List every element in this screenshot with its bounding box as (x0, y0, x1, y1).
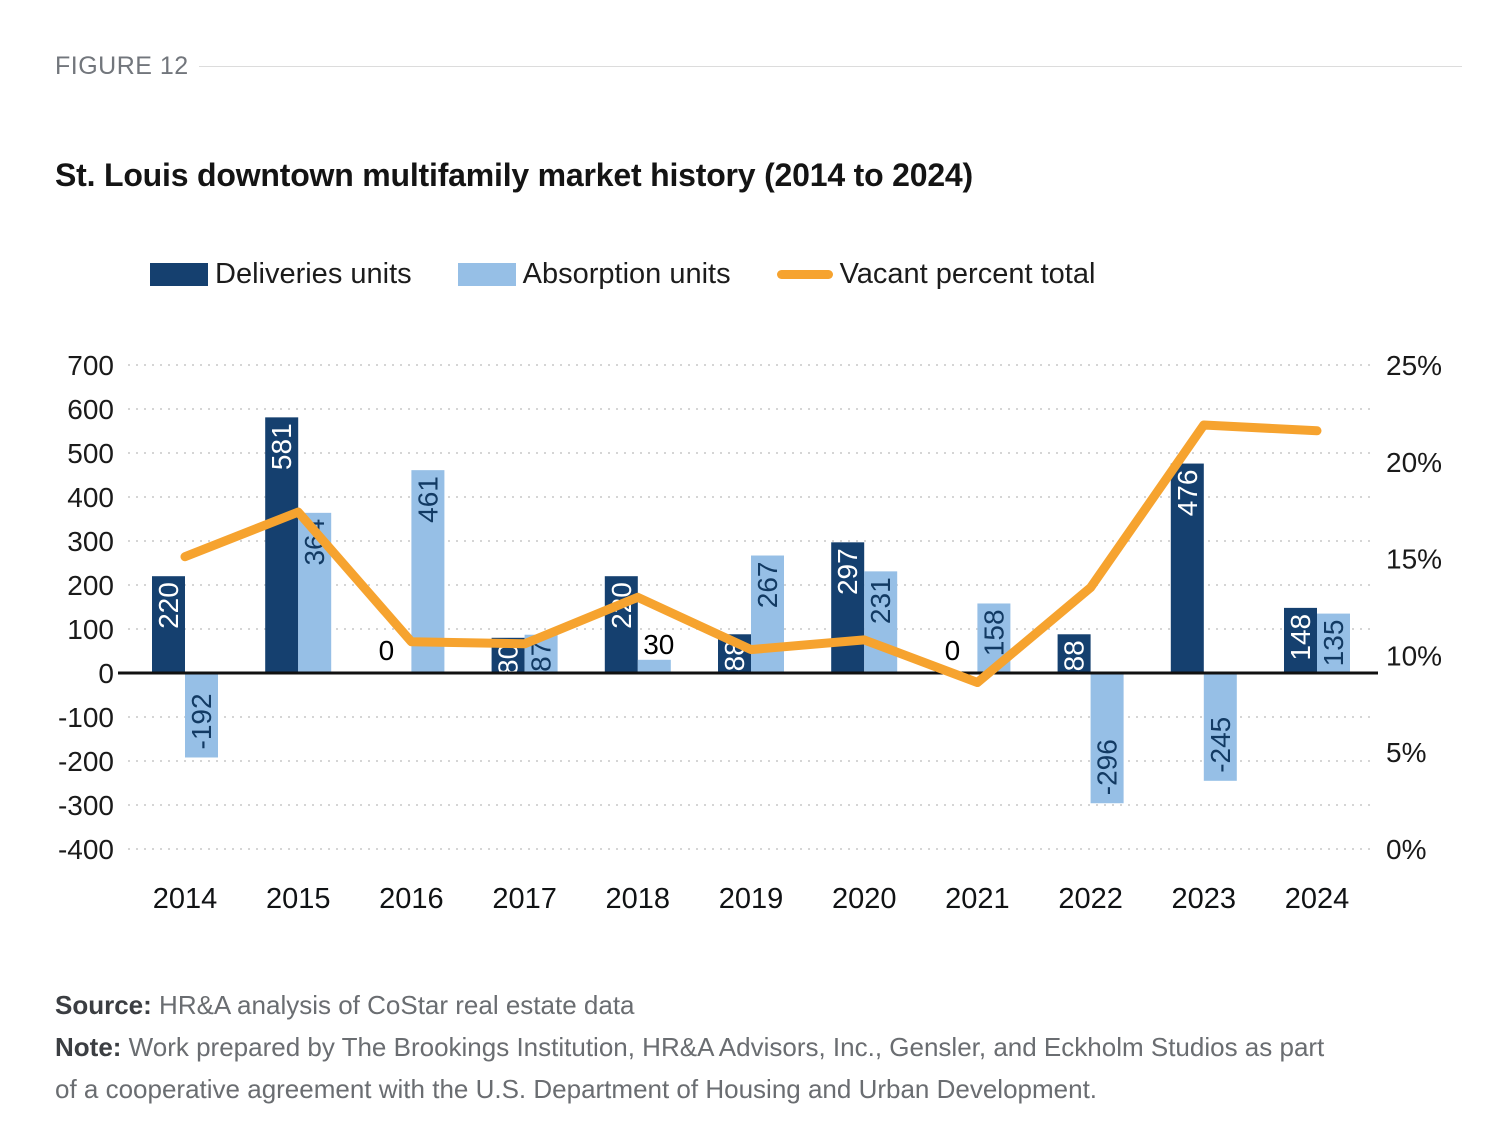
vacancy-line (180, 420, 1322, 687)
bar-absorption-2020 (864, 571, 898, 673)
x-tick-2019: 2019 (719, 883, 784, 915)
source-label: Source: (55, 990, 152, 1020)
bar-absorption-2022 (1090, 673, 1124, 804)
bar-deliveries-2023 (1170, 463, 1204, 673)
left-tick-300: 300 (67, 526, 114, 557)
legend-item-absorption: Absorption units (457, 258, 731, 291)
left-tick--400: -400 (58, 834, 114, 865)
label-deliveries-2022: 88 (1059, 640, 1090, 671)
bar-deliveries-2022 (1057, 634, 1091, 673)
label-deliveries-2017: 80 (493, 644, 524, 675)
label-absorption-2021: 158 (978, 609, 1009, 656)
chart-legend: Deliveries units Absorption units Vacant… (150, 258, 1141, 291)
label-absorption-2019: 267 (752, 562, 783, 609)
label-deliveries-2021: 0 (945, 635, 961, 666)
bar-deliveries-2024 (1284, 607, 1317, 673)
bar-absorption-2023 (1203, 673, 1237, 781)
left-axis-labels: 700 600 500 400 300 200 100 0 -100 -200 -300 -400 (58, 350, 114, 865)
left-tick-400: 400 (67, 482, 114, 513)
bar-deliveries-2018 (604, 576, 638, 673)
label-deliveries-2023: 476 (1172, 470, 1203, 517)
label-deliveries-2016: 0 (379, 635, 395, 666)
deliveries-swatch-icon (150, 263, 208, 286)
right-tick-5: 5% (1386, 737, 1426, 768)
right-tick-10: 10% (1386, 640, 1442, 671)
x-tick-2018: 2018 (606, 883, 671, 915)
label-absorption-2020: 231 (865, 577, 896, 624)
x-tick-2014: 2014 (153, 883, 218, 915)
label-deliveries-2014: 220 (153, 582, 184, 629)
left-tick-600: 600 (67, 394, 114, 425)
label-absorption-2016: 461 (412, 476, 443, 523)
vacancy-line-swatch-icon (776, 270, 833, 279)
x-tick-2015: 2015 (266, 883, 331, 915)
label-absorption-2022: -296 (1092, 739, 1123, 795)
figure-label: FIGURE 12 (55, 52, 189, 80)
legend-item-vacancy: Vacant percent total (776, 258, 1096, 291)
left-tick--100: -100 (58, 702, 114, 733)
bar-absorption-2014 (185, 673, 218, 758)
bar-absorption-2024 (1317, 613, 1350, 673)
page-title: St. Louis downtown multifamily market hi… (55, 157, 973, 194)
x-tick-2021: 2021 (945, 883, 1010, 915)
label-absorption-2014: -192 (186, 693, 217, 749)
note-text-2: of a cooperative agreement with the U.S.… (55, 1074, 1098, 1105)
left-tick--300: -300 (58, 790, 114, 821)
label-deliveries-2015: 581 (266, 423, 297, 470)
note-line: Note: Work prepared by The Brookings Ins… (55, 1026, 1455, 1110)
bar-deliveries-2014 (152, 576, 185, 673)
bars-deliveries (152, 417, 1317, 673)
x-tick-2017: 2017 (492, 883, 557, 915)
label-deliveries-2024: 148 (1285, 614, 1316, 661)
absorption-swatch-icon (457, 263, 516, 286)
x-tick-2022: 2022 (1058, 883, 1123, 915)
legend-label-absorption: Absorption units (522, 258, 731, 290)
bar-deliveries-2015 (265, 417, 299, 673)
source-text: HR&A analysis of CoStar real estate data (151, 990, 635, 1020)
left-tick-700: 700 (67, 350, 114, 381)
bar-deliveries-2020 (831, 542, 865, 673)
label-absorption-2024: 135 (1318, 620, 1349, 667)
right-tick-20: 20% (1386, 447, 1442, 478)
note-text-1: Work prepared by The Brookings Instituti… (121, 1032, 1325, 1063)
right-axis-labels: 25% 20% 15% 10% 5% 0% (1386, 350, 1442, 865)
left-tick-0: 0 (98, 658, 114, 689)
figure-header: FIGURE 12 (55, 52, 1462, 81)
label-absorption-2023: -245 (1205, 717, 1236, 773)
left-tick-100: 100 (67, 614, 114, 645)
note-label: Note: (55, 1032, 122, 1063)
left-tick-200: 200 (67, 570, 114, 601)
right-tick-0: 0% (1386, 834, 1426, 865)
chart-footer: Source: HR&A analysis of CoStar real est… (55, 984, 1455, 1110)
chart-area: 220 581 0 80 220 88 297 0 88 476 148 -192 364 461 87 30… (0, 330, 1500, 930)
x-tick-2023: 2023 (1172, 883, 1237, 915)
legend-item-deliveries: Deliveries units (150, 258, 412, 291)
bar-absorption-2018 (637, 659, 671, 673)
right-tick-25: 25% (1386, 350, 1442, 381)
left-tick--200: -200 (58, 746, 114, 777)
label-absorption-2018: 30 (643, 629, 674, 660)
figure-rule (198, 66, 1462, 67)
bars-absorption (185, 470, 1350, 804)
x-tick-2020: 2020 (832, 883, 897, 915)
legend-label-deliveries: Deliveries units (215, 258, 412, 290)
left-tick-500: 500 (67, 438, 114, 469)
label-deliveries-2020: 297 (832, 548, 863, 595)
x-tick-2016: 2016 (379, 883, 444, 915)
x-tick-2024: 2024 (1285, 883, 1350, 915)
right-tick-15: 15% (1386, 544, 1442, 575)
x-axis-labels: 2014 2015 2016 2017 2018 2019 2020 2021 2022 2023… (153, 883, 1350, 915)
source-line: Source: HR&A analysis of CoStar real est… (55, 984, 1455, 1026)
legend-label-vacancy: Vacant percent total (839, 258, 1096, 290)
